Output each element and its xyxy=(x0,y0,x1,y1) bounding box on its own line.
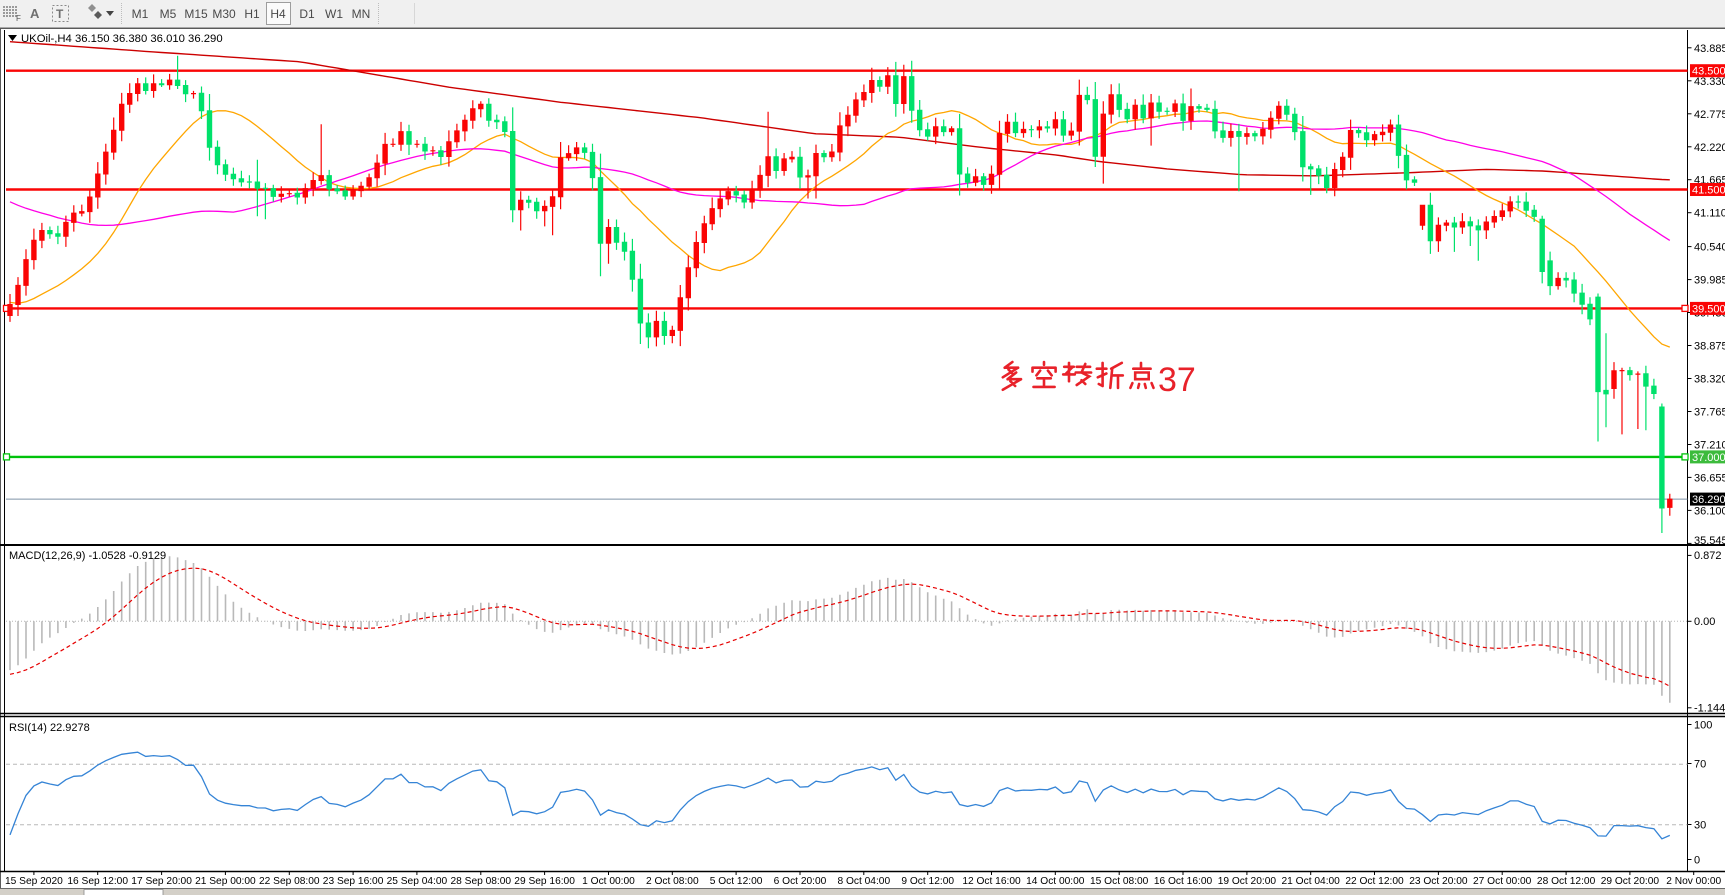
svg-text:28 Oct 12:00: 28 Oct 12:00 xyxy=(1537,876,1596,887)
svg-text:17 Sep 20:00: 17 Sep 20:00 xyxy=(131,876,192,887)
svg-text:42.220: 42.220 xyxy=(1694,142,1725,154)
svg-text:29 Oct 20:00: 29 Oct 20:00 xyxy=(1601,876,1660,887)
svg-text:25 Sep 04:00: 25 Sep 04:00 xyxy=(387,876,448,887)
svg-text:6 Oct 20:00: 6 Oct 20:00 xyxy=(774,876,827,887)
svg-text:0: 0 xyxy=(1694,855,1700,867)
svg-text:M15: M15 xyxy=(184,7,208,21)
svg-text:F: F xyxy=(16,14,21,23)
svg-text:38.875: 38.875 xyxy=(1694,341,1725,353)
svg-text:37.210: 37.210 xyxy=(1694,440,1725,452)
svg-text:19 Oct 20:00: 19 Oct 20:00 xyxy=(1218,876,1277,887)
svg-text:2 Nov 00:00: 2 Nov 00:00 xyxy=(1666,876,1721,887)
svg-text:37.765: 37.765 xyxy=(1694,407,1725,419)
svg-text:1 Oct 00:00: 1 Oct 00:00 xyxy=(582,876,635,887)
svg-text:35.545: 35.545 xyxy=(1694,535,1725,547)
svg-text:23 Oct 20:00: 23 Oct 20:00 xyxy=(1409,876,1468,887)
svg-text:27 Oct 00:00: 27 Oct 00:00 xyxy=(1473,876,1532,887)
svg-text:70: 70 xyxy=(1694,759,1706,771)
svg-text:16 Sep 12:00: 16 Sep 12:00 xyxy=(67,876,128,887)
svg-text:40.540: 40.540 xyxy=(1694,242,1725,254)
svg-text:0.00: 0.00 xyxy=(1694,616,1715,628)
svg-text:RSI(14) 22.9278: RSI(14) 22.9278 xyxy=(9,722,90,734)
svg-text:100: 100 xyxy=(1694,720,1712,732)
svg-text:42.775: 42.775 xyxy=(1694,109,1725,121)
svg-text:D1: D1 xyxy=(299,7,315,21)
svg-text:23 Sep 16:00: 23 Sep 16:00 xyxy=(323,876,384,887)
svg-text:43.500: 43.500 xyxy=(1692,66,1725,78)
svg-text:W1: W1 xyxy=(325,7,343,21)
svg-text:36.100: 36.100 xyxy=(1694,505,1725,517)
svg-text:38.320: 38.320 xyxy=(1694,374,1725,386)
svg-text:43.330: 43.330 xyxy=(1694,76,1725,88)
svg-text:16 Oct 16:00: 16 Oct 16:00 xyxy=(1154,876,1213,887)
svg-text:8 Oct 04:00: 8 Oct 04:00 xyxy=(837,876,890,887)
svg-text:22 Sep 08:00: 22 Sep 08:00 xyxy=(259,876,320,887)
svg-text:43.885: 43.885 xyxy=(1694,43,1725,55)
svg-text:22 Oct 12:00: 22 Oct 12:00 xyxy=(1345,876,1404,887)
svg-text:MN: MN xyxy=(352,7,371,21)
svg-text:-1.1444: -1.1444 xyxy=(1694,702,1725,714)
svg-text:28 Sep 08:00: 28 Sep 08:00 xyxy=(450,876,511,887)
svg-text:37: 37 xyxy=(1158,361,1196,399)
svg-text:M5: M5 xyxy=(160,7,177,21)
svg-text:H1: H1 xyxy=(244,7,260,21)
svg-text:41.110: 41.110 xyxy=(1694,208,1725,220)
svg-text:9 Oct 12:00: 9 Oct 12:00 xyxy=(901,876,954,887)
svg-text:0.872: 0.872 xyxy=(1694,550,1722,562)
svg-text:37.000: 37.000 xyxy=(1692,452,1725,464)
svg-text:30: 30 xyxy=(1694,820,1706,832)
svg-text:29 Sep 16:00: 29 Sep 16:00 xyxy=(514,876,575,887)
svg-text:21 Oct 04:00: 21 Oct 04:00 xyxy=(1282,876,1341,887)
svg-text:UKOil-,H4 36.150 36.380 36.01: UKOil-,H4 36.150 36.380 36.010 36.290 xyxy=(21,33,223,45)
svg-text:H4: H4 xyxy=(270,7,286,21)
svg-text:39.985: 39.985 xyxy=(1694,275,1725,287)
svg-text:2 Oct 08:00: 2 Oct 08:00 xyxy=(646,876,699,887)
svg-text:M30: M30 xyxy=(212,7,236,21)
svg-text:15 Sep 2020: 15 Sep 2020 xyxy=(5,876,63,887)
svg-text:39.500: 39.500 xyxy=(1692,303,1725,315)
svg-text:A: A xyxy=(30,6,40,21)
svg-text:MACD(12,26,9) -1.0528 -0.9129: MACD(12,26,9) -1.0528 -0.9129 xyxy=(9,550,166,562)
svg-text:12 Oct 16:00: 12 Oct 16:00 xyxy=(962,876,1021,887)
svg-text:M1: M1 xyxy=(132,7,149,21)
svg-text:15 Oct 08:00: 15 Oct 08:00 xyxy=(1090,876,1149,887)
svg-text:14 Oct 00:00: 14 Oct 00:00 xyxy=(1026,876,1085,887)
svg-text:5 Oct 12:00: 5 Oct 12:00 xyxy=(710,876,763,887)
svg-text:21 Sep 00:00: 21 Sep 00:00 xyxy=(195,876,256,887)
svg-text:36.290: 36.290 xyxy=(1692,494,1725,506)
svg-text:36.655: 36.655 xyxy=(1694,472,1725,484)
svg-text:41.500: 41.500 xyxy=(1692,185,1725,197)
svg-text:T: T xyxy=(56,7,64,21)
